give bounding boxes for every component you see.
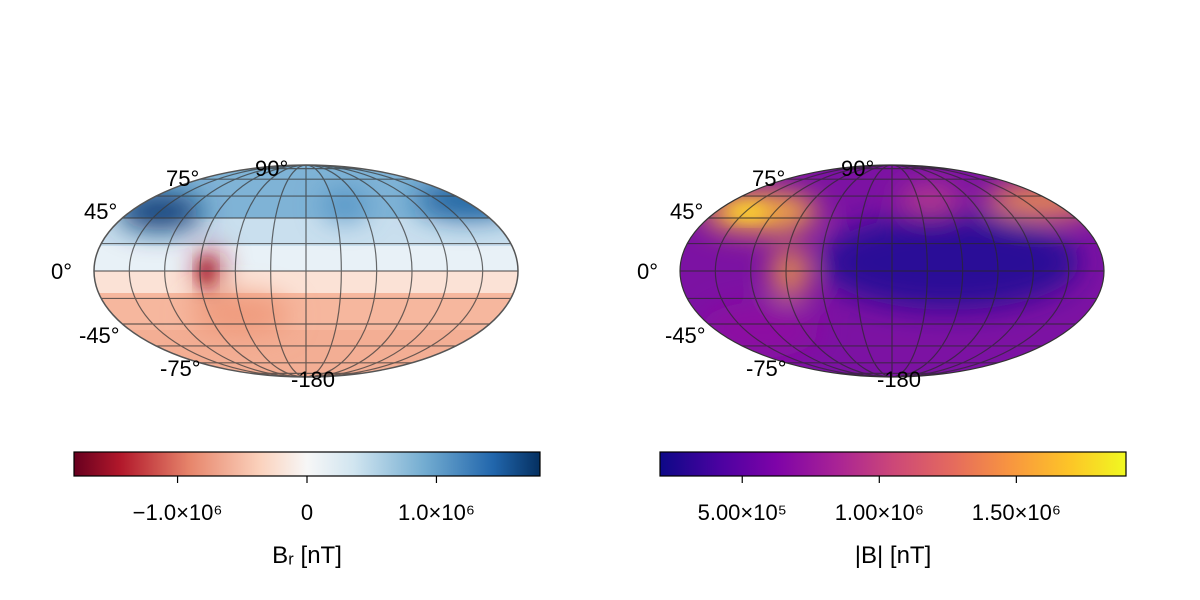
br-meridian xyxy=(305,165,413,377)
br-graticule xyxy=(94,165,518,377)
bmag-meridian xyxy=(891,165,1070,377)
br-colorbar-gradient xyxy=(73,451,541,477)
bmag-map-outline xyxy=(679,164,1105,378)
bmag-meridian xyxy=(891,165,999,377)
br-lat-label-90: 90° xyxy=(255,156,288,181)
br-meridian xyxy=(305,165,484,377)
bmag-lat-label-minus45: -45° xyxy=(665,323,706,348)
br-meridian xyxy=(305,165,378,377)
br-lat-label-0: 0° xyxy=(51,259,72,284)
bmag-meridian xyxy=(891,165,928,377)
bmag-meridian xyxy=(750,165,893,377)
bmag-colorbar-tick-label: 1.50×10⁶ xyxy=(972,500,1061,525)
br-anomaly-northeast xyxy=(415,182,518,218)
br-colorbar: −1.0×10⁶ 0 1.0×10⁶ Bᵣ [nT] xyxy=(73,451,541,569)
br-map: 90° 75° 45° 0° -45° -75° -180 xyxy=(51,156,519,392)
bmag-lat-label-45: 45° xyxy=(670,199,703,224)
bmag-meridian xyxy=(856,165,893,377)
br-colorbar-tick-label: 1.0×10⁶ xyxy=(398,500,475,525)
bmag-meridian xyxy=(714,165,893,377)
br-meridian xyxy=(270,165,307,377)
bmag-anomaly-northeast xyxy=(987,182,1103,218)
br-lat-label-75: 75° xyxy=(166,166,199,191)
br-colorbar-tick-label: 0 xyxy=(301,500,313,525)
bmag-meridian xyxy=(785,165,893,377)
bmag-graticule xyxy=(680,165,1104,377)
bmag-low-field-region xyxy=(820,214,1080,310)
br-colorbar-tick-label: −1.0×10⁶ xyxy=(133,500,223,525)
bmag-south-region xyxy=(700,302,820,358)
bmag-anomaly-north-center xyxy=(900,186,960,214)
br-lat-label-minus75: -75° xyxy=(160,356,201,381)
br-meridian xyxy=(305,165,448,377)
br-anomaly-south xyxy=(190,295,290,335)
br-band-equator-south xyxy=(94,271,518,293)
br-lat-label-minus45: -45° xyxy=(79,323,120,348)
bmag-lon-label-minus180: -180 xyxy=(877,367,921,392)
bmag-lat-label-90: 90° xyxy=(841,156,874,181)
br-band-equator-north xyxy=(94,246,518,272)
br-map-outline xyxy=(93,164,519,378)
bmag-colorbar-gradient xyxy=(659,451,1127,477)
bmag-colorbar-tick-label: 1.00×10⁶ xyxy=(835,500,924,525)
bmag-anomaly-peak xyxy=(728,204,768,220)
br-lon-label-minus180: -180 xyxy=(291,367,335,392)
br-meridian xyxy=(164,165,307,377)
br-meridian xyxy=(234,165,307,377)
bmag-colorbar-label: |B| [nT] xyxy=(855,542,932,569)
bmag-lat-label-0: 0° xyxy=(637,259,658,284)
br-colorbar-label: Bᵣ [nT] xyxy=(272,542,342,569)
bmag-map: 90° 75° 45° 0° -45° -75° -180 xyxy=(637,156,1105,392)
bmag-lat-label-75: 75° xyxy=(752,166,785,191)
br-anomaly-north-center xyxy=(323,191,367,219)
br-anomaly-core xyxy=(199,256,213,288)
br-meridian xyxy=(305,165,342,377)
br-meridian xyxy=(128,165,307,377)
bmag-colorbar-tick-label: 5.00×10⁵ xyxy=(698,500,787,525)
bmag-anomaly-equator xyxy=(772,246,808,298)
bmag-colorbar: 5.00×10⁵ 1.00×10⁶ 1.50×10⁶ |B| [nT] xyxy=(659,451,1127,569)
bmag-meridian xyxy=(891,165,964,377)
br-meridian xyxy=(199,165,307,377)
br-lat-label-45: 45° xyxy=(84,199,117,224)
bmag-meridian xyxy=(891,165,1034,377)
bmag-lat-label-minus75: -75° xyxy=(746,356,787,381)
bmag-meridian xyxy=(820,165,893,377)
